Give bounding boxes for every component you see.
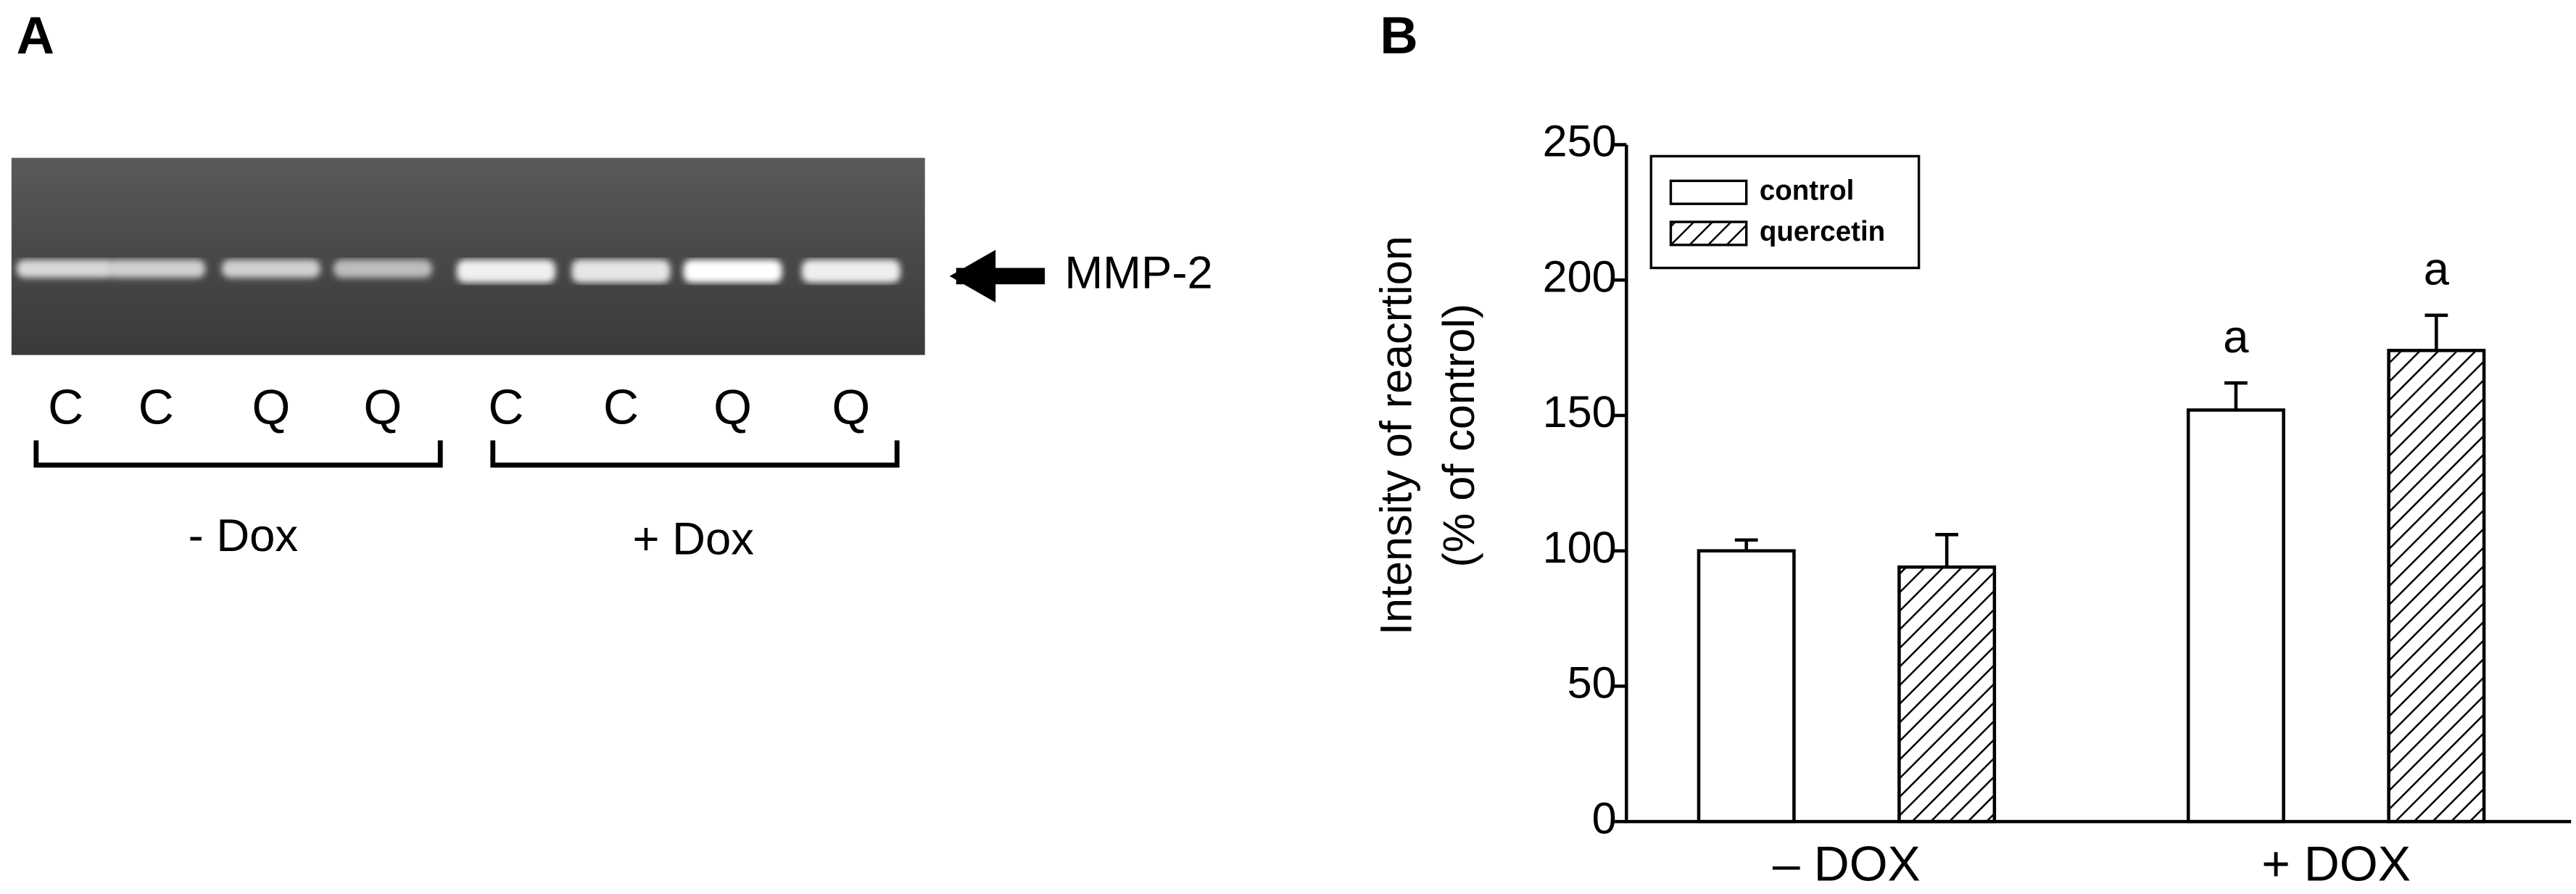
x-tick-label: – DOX	[1773, 837, 1921, 892]
gel-band	[456, 260, 555, 283]
lane-label: Q	[364, 380, 402, 435]
gel-band	[107, 260, 206, 278]
lane-label: Q	[252, 380, 290, 435]
lane-label: C	[138, 380, 174, 435]
error-bar	[1935, 533, 1959, 568]
gel-bands	[16, 260, 900, 283]
lane-label: C	[603, 380, 639, 435]
y-tick-label: 250	[1543, 117, 1617, 166]
y-tick-label: 0	[1592, 793, 1617, 843]
x-tick-label: + DOX	[2261, 837, 2411, 892]
significance-label: a	[2424, 244, 2450, 295]
legend-label: control	[1760, 175, 1855, 206]
y-axis-label: (% of control)	[1434, 304, 1483, 568]
gel-band	[683, 260, 782, 283]
lane-label: Q	[713, 380, 752, 435]
axes	[1625, 144, 2572, 824]
bar	[2387, 349, 2486, 824]
y-tick-label: 150	[1543, 387, 1617, 436]
gel-band	[221, 260, 320, 278]
y-tick-label: 200	[1543, 252, 1617, 301]
error-bar	[2224, 381, 2248, 410]
lane-label: Q	[832, 380, 870, 435]
gel-band	[16, 260, 115, 278]
lane-label: C	[48, 380, 83, 435]
legend-swatch	[1669, 220, 1748, 247]
group-label: + Dox	[632, 514, 754, 565]
error-bar	[1734, 538, 1758, 551]
group-brackets	[33, 440, 900, 468]
gel-band	[333, 260, 432, 278]
lane-label: C	[488, 380, 523, 435]
band-label: MMP-2	[1064, 248, 1212, 299]
bar	[1897, 565, 1997, 824]
bar	[1697, 549, 1796, 824]
legend-box	[1649, 154, 1921, 270]
group-label: - Dox	[189, 510, 299, 561]
panel-label: A	[17, 7, 54, 65]
y-tick-label: 50	[1567, 658, 1617, 708]
bar	[2186, 408, 2285, 824]
gel	[11, 157, 925, 355]
significance-label: a	[2223, 312, 2249, 363]
legend-swatch	[1669, 179, 1748, 205]
legend-label: quercetin	[1760, 216, 1885, 247]
gel-band	[801, 260, 900, 283]
arrow-head	[949, 249, 996, 303]
error-bar	[2424, 313, 2448, 351]
gel-band	[571, 260, 671, 283]
y-tick-label: 100	[1543, 523, 1617, 572]
y-axis-label: Intensity of reacrtion	[1372, 236, 1421, 635]
panel-label: B	[1380, 7, 1417, 65]
